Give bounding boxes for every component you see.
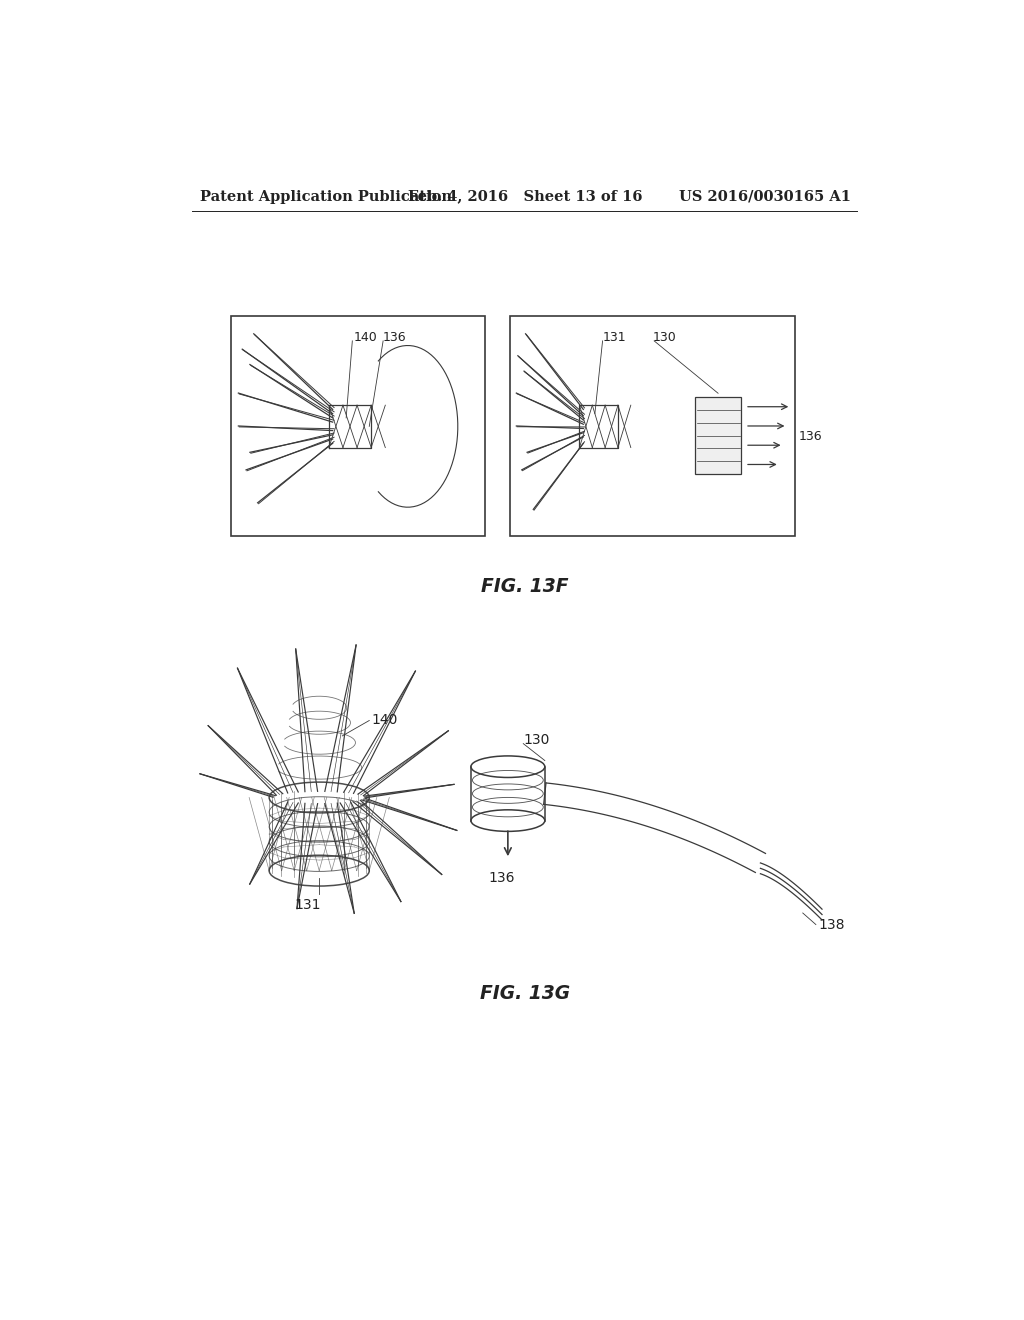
Text: 131: 131	[295, 898, 321, 912]
Text: 130: 130	[523, 733, 550, 747]
Text: 136: 136	[382, 331, 406, 345]
Text: 140: 140	[372, 714, 398, 727]
Text: US 2016/0030165 A1: US 2016/0030165 A1	[679, 190, 851, 203]
Bar	[510, 317, 795, 536]
Bar	[230, 317, 484, 536]
Text: Patent Application Publication: Patent Application Publication	[200, 190, 452, 203]
Text: 136: 136	[799, 430, 822, 444]
Text: 138: 138	[818, 917, 845, 932]
Text: 140: 140	[354, 331, 378, 345]
Text: FIG. 13G: FIG. 13G	[479, 985, 570, 1003]
Text: 136: 136	[488, 871, 515, 884]
Text: Feb. 4, 2016   Sheet 13 of 16: Feb. 4, 2016 Sheet 13 of 16	[408, 190, 642, 203]
Bar	[695, 397, 741, 474]
Text: 131: 131	[602, 331, 627, 345]
Text: FIG. 13F: FIG. 13F	[481, 577, 568, 597]
Text: 130: 130	[652, 331, 677, 345]
